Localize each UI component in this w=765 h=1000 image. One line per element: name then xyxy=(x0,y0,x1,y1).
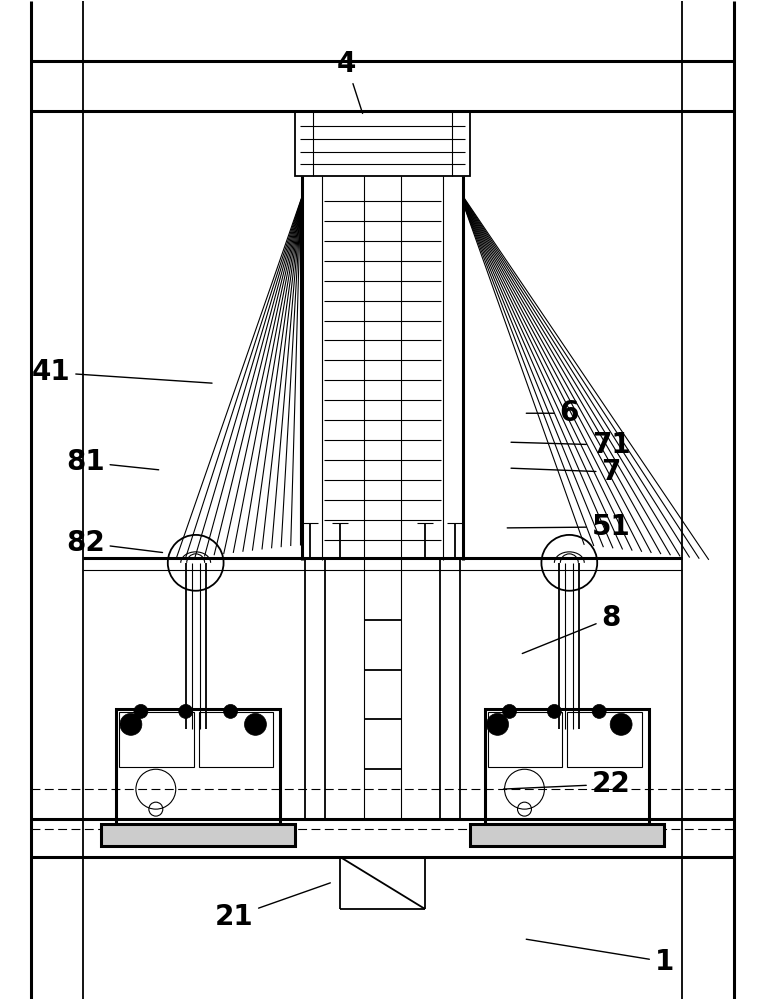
Bar xyxy=(470,824,664,846)
Text: 41: 41 xyxy=(31,358,212,386)
Bar xyxy=(295,111,470,176)
Text: 21: 21 xyxy=(214,883,330,931)
Circle shape xyxy=(134,704,148,718)
Circle shape xyxy=(487,713,509,735)
Text: 7: 7 xyxy=(511,458,621,486)
Bar xyxy=(101,824,295,846)
Text: 81: 81 xyxy=(66,448,158,476)
Circle shape xyxy=(548,704,562,718)
Circle shape xyxy=(223,704,237,718)
Circle shape xyxy=(120,713,142,735)
Bar xyxy=(568,712,642,767)
Text: 82: 82 xyxy=(66,529,162,557)
Circle shape xyxy=(610,713,632,735)
Circle shape xyxy=(592,704,606,718)
Bar xyxy=(485,709,649,824)
Text: 51: 51 xyxy=(507,513,630,541)
Bar xyxy=(199,712,273,767)
Bar xyxy=(119,712,194,767)
Circle shape xyxy=(503,704,516,718)
Text: 4: 4 xyxy=(337,50,363,113)
Text: 6: 6 xyxy=(526,399,579,427)
Text: 8: 8 xyxy=(522,604,621,654)
Bar xyxy=(116,709,280,824)
Circle shape xyxy=(245,713,266,735)
Text: 1: 1 xyxy=(526,939,674,976)
Bar xyxy=(487,712,562,767)
Text: 22: 22 xyxy=(503,770,630,798)
Circle shape xyxy=(179,704,193,718)
Text: 71: 71 xyxy=(511,431,630,459)
